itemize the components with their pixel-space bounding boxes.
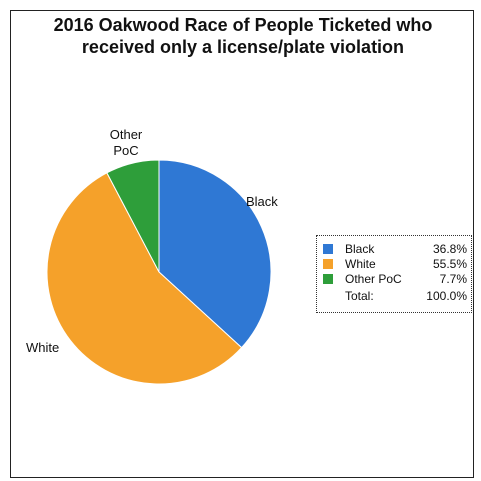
legend-value-white: 55.5% — [432, 257, 467, 271]
legend-total-value: 100.0% — [426, 289, 467, 303]
legend-swatch-black — [323, 244, 333, 254]
legend-label-white: White — [345, 257, 376, 271]
legend-total-label: Total: — [345, 289, 374, 303]
slice-label-white: White — [26, 340, 59, 355]
chart-title: 2016 Oakwood Race of People Ticketed who… — [12, 14, 474, 58]
chart-title-line-1: 2016 Oakwood Race of People Ticketed who — [53, 15, 433, 35]
legend-item-white: White 55.5% — [323, 257, 467, 271]
legend-item-other: Other PoC 7.7% — [323, 272, 467, 286]
legend-total-row: Total: 100.0% — [323, 289, 467, 303]
slice-label-other-line-1: Other — [110, 127, 143, 142]
legend-swatch-other — [323, 274, 333, 284]
legend-item-black: Black 36.8% — [323, 242, 467, 256]
legend-value-other: 7.7% — [439, 272, 467, 286]
slice-other — [106, 159, 160, 273]
slice-label-black: Black — [246, 194, 278, 209]
chart-title-line-2: received only a license/plate violation — [81, 37, 405, 57]
slice-label-other-line-2: PoC — [113, 143, 138, 158]
legend-swatch-white — [323, 259, 333, 269]
slice-white — [46, 172, 243, 385]
legend-label-other: Other PoC — [345, 272, 402, 286]
legend-value-black: 36.8% — [432, 242, 467, 256]
legend-label-black: Black — [345, 242, 375, 256]
pie-slices — [46, 159, 272, 385]
chart-legend: Black 36.8% White 55.5% Other PoC 7.7% T… — [316, 235, 472, 313]
slice-black — [158, 159, 272, 349]
